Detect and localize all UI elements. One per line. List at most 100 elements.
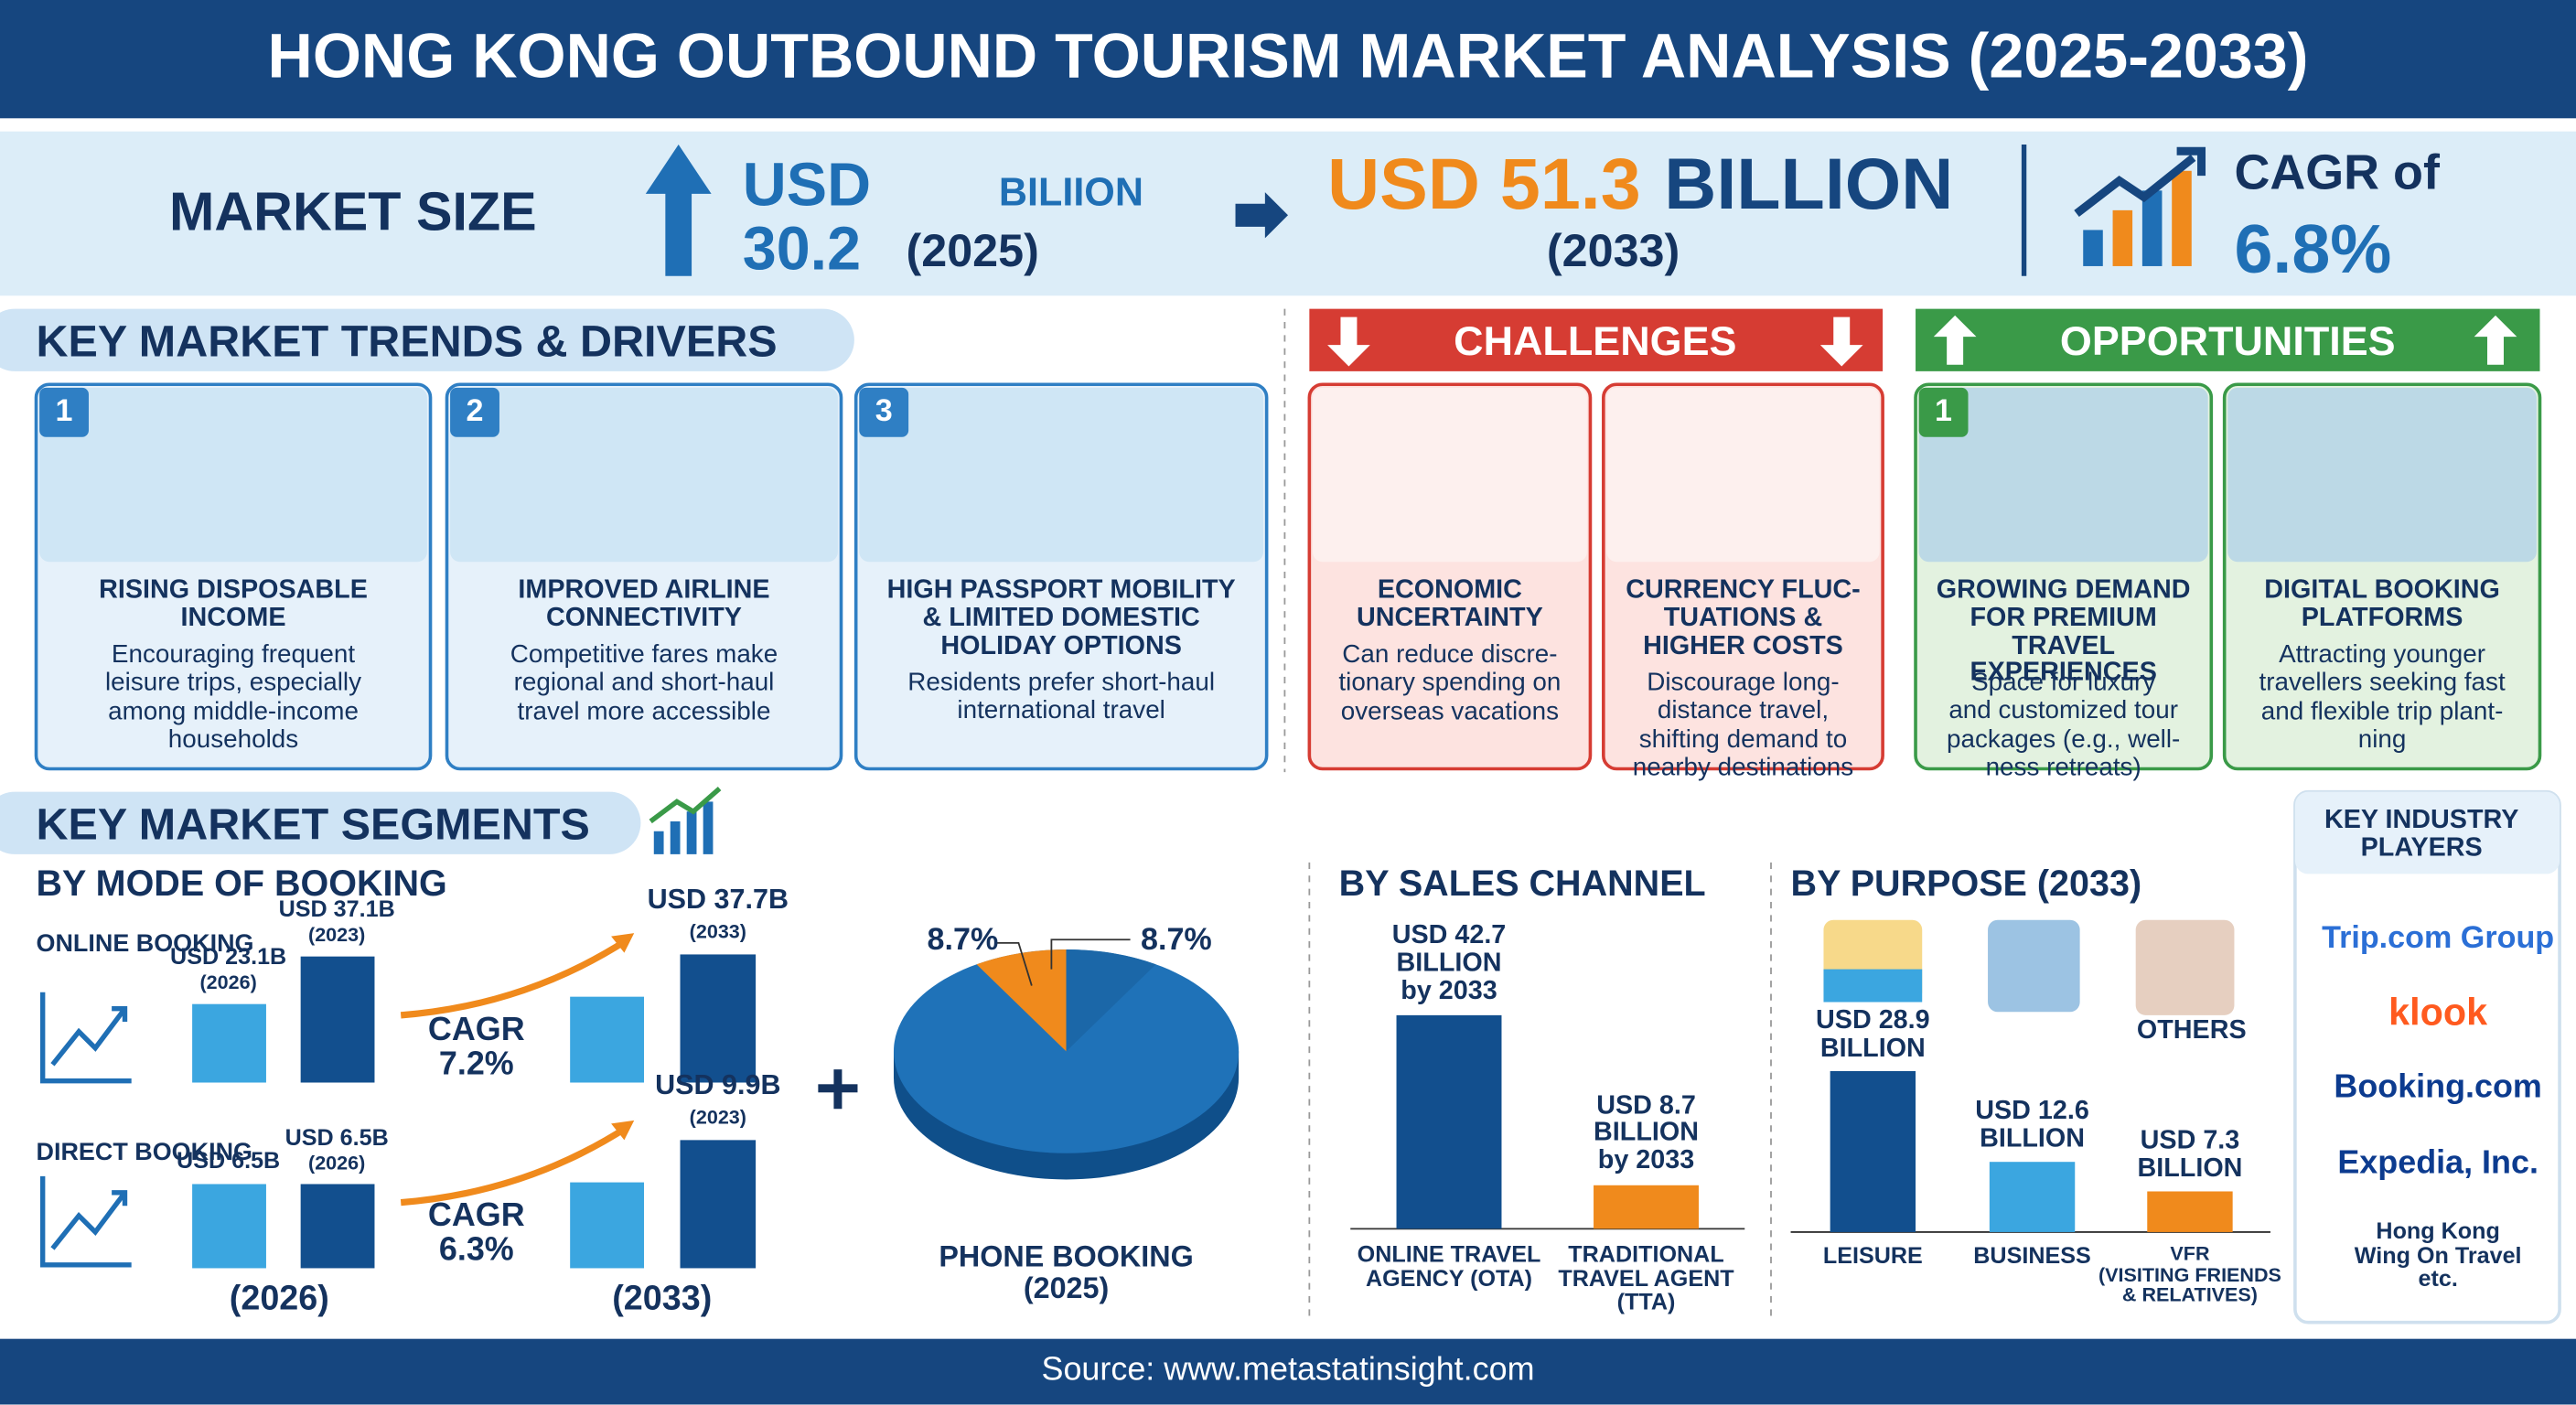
year-2033: (2033) <box>1546 225 1680 276</box>
card-title: DIGITAL BOOKING PLATFORMS <box>2264 576 2500 633</box>
category-label: TRADITIONAL TRAVEL AGENT (TTA) <box>1558 1239 1734 1315</box>
segments-pill <box>0 791 641 854</box>
bar-value-label: USD 23.1B <box>170 943 287 970</box>
banner-arrows <box>1327 315 2517 367</box>
icon-label: OTHERS <box>2136 1016 2247 1046</box>
pie-label: PHONE BOOKING (2025) <box>939 1239 1194 1304</box>
bar-decor <box>570 996 645 1083</box>
player-name: Hong Kong Wing On Travel etc. <box>2354 1217 2522 1292</box>
opportunities-banner <box>1916 308 2540 371</box>
trend-icons <box>40 992 132 1268</box>
bar-value-label: USD 37.1B <box>278 896 395 922</box>
section-title: KEY MARKET TRENDS & DRIVERS <box>36 316 778 367</box>
card-number-badge <box>450 387 499 437</box>
cagr-label: CAGR of <box>2234 145 2440 201</box>
card-text: Residents prefer short-haul internationa… <box>907 668 1216 725</box>
card-text: Attracting younger travellers seeking fa… <box>2259 640 2506 755</box>
bar-value-label: USD 8.7 BILLION by 2033 <box>1594 1091 1699 1175</box>
purpose-icons <box>1823 919 2235 1015</box>
card-text: Discourage long- distance travel, shifti… <box>1632 668 1854 782</box>
bar-year-label: (2026) <box>308 1151 366 1174</box>
category-label: BUSINESS <box>1973 1241 2091 1269</box>
bar <box>680 1140 757 1269</box>
cards <box>34 382 2542 771</box>
value-2025-unit: BILIION <box>998 170 1143 216</box>
card-number: 2 <box>466 394 484 429</box>
challenges-banner <box>1309 308 1884 371</box>
growth-arrow-head <box>611 933 635 953</box>
subsection-title: BY SALES CHANNEL <box>1338 862 1706 904</box>
forecast-year: (2033) <box>689 919 746 943</box>
cagr-label: CAGR 7.2% <box>427 1012 525 1083</box>
bar-value-label: USD 28.9 BILLION <box>1816 1006 1930 1063</box>
bar-value-label: USD 7.3 BILLION <box>2137 1127 2243 1184</box>
plus-sign <box>818 1069 858 1110</box>
section-title: CHALLENGES <box>1454 318 1737 365</box>
leader-line <box>1050 938 1131 970</box>
pie-value-label: 8.7% <box>927 923 999 959</box>
growth-arrow <box>400 1123 629 1207</box>
players-box <box>2293 789 2561 1325</box>
card-number: 1 <box>55 394 73 429</box>
players-title: KEY INDUSTRY PLAYERS <box>2324 806 2519 863</box>
bar <box>2147 1191 2233 1232</box>
bar <box>1396 1014 1502 1229</box>
bar <box>192 1003 266 1083</box>
player-name: Booking.com <box>2334 1069 2542 1106</box>
cagr-label: CAGR 6.3% <box>427 1197 525 1269</box>
bar <box>1594 1185 1699 1229</box>
card-text: Competitive fares make regional and shor… <box>510 640 778 726</box>
card-text: Can reduce discre- tionary spending on o… <box>1338 640 1562 726</box>
card-title: IMPROVED AIRLINE CONNECTIVITY <box>518 576 770 633</box>
growth-arrow <box>400 937 629 1019</box>
card-image <box>859 387 1264 563</box>
card-number-badge <box>859 387 909 437</box>
charts <box>192 938 2233 1269</box>
page-title: HONG KONG OUTBOUND TOURISM MARKET ANALYS… <box>267 23 2309 92</box>
player-name: Trip.com Group <box>2322 921 2555 957</box>
card-image <box>39 387 427 563</box>
pie-slice <box>1066 949 1156 1052</box>
card-number-badge <box>39 387 89 437</box>
category-label: VFR (VISITING FRIENDS & RELATIVES) <box>2098 1241 2281 1307</box>
bar <box>300 956 375 1083</box>
category-label: ONLINE TRAVEL AGENCY (OTA) <box>1357 1239 1541 1292</box>
card-image <box>450 387 838 563</box>
booking-label: ONLINE BOOKING <box>36 929 254 959</box>
card-image <box>2227 387 2537 563</box>
cagr-value: 6.8% <box>2234 209 2392 288</box>
bar-decor <box>570 1182 645 1269</box>
axis-year: (2033) <box>612 1280 713 1318</box>
segments-icon <box>649 787 722 854</box>
players-header <box>2294 791 2560 874</box>
footer-band <box>0 1338 2576 1405</box>
bar-year-label: (2023) <box>308 923 366 947</box>
card-title: ECONOMIC UNCERTAINTY <box>1356 576 1543 633</box>
forecast-year: (2023) <box>689 1105 746 1129</box>
pie-slice <box>976 949 1067 1052</box>
bar-value-label: USD 12.6 BILLION <box>1975 1098 2089 1153</box>
card-text: Encouraging frequent leisure trips, espe… <box>104 640 362 755</box>
bar-value-label: USD 6.5B <box>177 1146 281 1173</box>
value-2033-unit: BILLION <box>1664 145 1954 226</box>
bar <box>1830 1070 1916 1232</box>
card-title: CURRENCY FLUC- TUATIONS & HIGHER COSTS <box>1626 576 1861 660</box>
axis-year: (2026) <box>229 1280 329 1318</box>
bar-value-label: USD 42.7 BILLION by 2033 <box>1391 921 1507 1005</box>
bar <box>680 954 757 1083</box>
source: Source: www.metastatinsight.com <box>1041 1352 1535 1389</box>
player-name: klook <box>2388 990 2488 1034</box>
subsection-title: BY PURPOSE (2033) <box>1790 862 2142 904</box>
card-title: RISING DISPOSABLE INCOME <box>99 576 368 633</box>
card-text: Space for luxury and customized tour pac… <box>1947 668 2181 782</box>
bar-value-label: USD 6.5B <box>284 1123 389 1150</box>
card-number-badge <box>1918 387 1969 437</box>
forecast-label: USD 9.9B <box>655 1069 781 1101</box>
bar <box>300 1184 375 1269</box>
bar <box>1989 1162 2076 1232</box>
category-label: LEISURE <box>1822 1241 1923 1269</box>
up-arrow <box>645 145 712 276</box>
bar-year-label: (2026) <box>199 971 257 994</box>
